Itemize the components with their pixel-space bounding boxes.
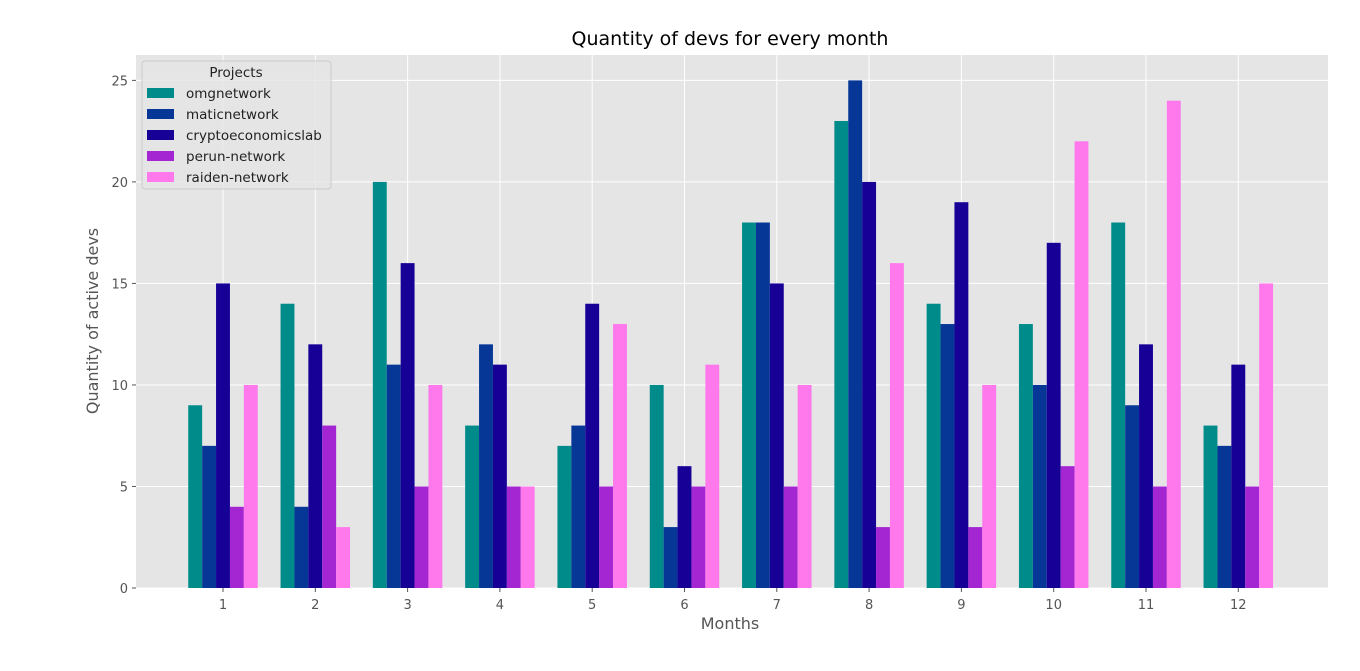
- legend-swatch-maticnetwork: [147, 109, 174, 119]
- x-tick-label: 10: [1045, 598, 1062, 613]
- bar-raiden-network-month-10: [1074, 141, 1089, 589]
- bar-maticnetwork-month-9: [940, 324, 955, 588]
- bar-raiden-network-month-11: [1166, 100, 1181, 588]
- legend-items: omgnetwork maticnetwork cryptoeconomicslab…: [147, 86, 322, 186]
- bar-maticnetwork-month-4: [479, 344, 493, 588]
- bar-perun-network-month-5: [599, 486, 614, 588]
- bar-cryptoeconomicslab-month-11: [1139, 344, 1153, 588]
- bar-cryptoeconomicslab-month-12: [1231, 364, 1246, 588]
- bar-omgnetwork-month-9: [926, 303, 941, 588]
- bar-omgnetwork-month-12: [1203, 425, 1218, 588]
- bar-omgnetwork-month-2: [280, 303, 295, 588]
- bar-cryptoeconomicslab-month-7: [769, 283, 784, 588]
- bar-raiden-network-month-12: [1259, 283, 1274, 588]
- bar-maticnetwork-month-8: [848, 80, 863, 588]
- x-tick-label: 11: [1138, 598, 1155, 613]
- bar-perun-network-month-11: [1152, 486, 1167, 588]
- bar-perun-network-month-4: [506, 486, 521, 588]
- y-tick-labels: 0 5 10 15 20 25: [111, 74, 136, 597]
- bar-raiden-network-month-7: [797, 384, 812, 588]
- bar-maticnetwork-month-10: [1032, 384, 1047, 588]
- legend-label-perun-network: perun-network: [186, 149, 285, 165]
- bar-omgnetwork-month-3: [372, 181, 387, 588]
- legend-swatch-omgnetwork: [147, 88, 174, 98]
- bar-cryptoeconomicslab-month-9: [954, 202, 969, 588]
- bar-raiden-network-month-8: [889, 263, 904, 588]
- bar-raiden-network-month-5: [613, 324, 627, 588]
- bar-perun-network-month-6: [691, 486, 706, 588]
- legend-title: Projects: [209, 65, 262, 81]
- bar-perun-network-month-8: [876, 527, 890, 588]
- legend-swatch-cryptoeconomicslab: [147, 130, 174, 140]
- x-tick-label: 7: [773, 598, 781, 613]
- bar-omgnetwork-month-6: [649, 384, 664, 588]
- y-tick-label: 25: [111, 74, 128, 89]
- bar-maticnetwork-month-5: [571, 425, 586, 588]
- bar-omgnetwork-month-8: [834, 120, 849, 588]
- legend-box: [141, 60, 332, 190]
- bar-raiden-network-month-9: [982, 384, 997, 588]
- bar-perun-network-month-3: [414, 486, 429, 588]
- bar-perun-network-month-7: [783, 486, 798, 588]
- bar-perun-network-month-10: [1060, 466, 1075, 588]
- bar-cryptoeconomicslab-month-10: [1046, 242, 1061, 589]
- bars: [188, 80, 1274, 589]
- bar-omgnetwork-month-5: [557, 445, 572, 588]
- x-tick-label: 9: [957, 598, 965, 613]
- x-tick-label: 8: [865, 598, 873, 613]
- bar-omgnetwork-month-7: [742, 222, 756, 588]
- bar-omgnetwork-month-10: [1018, 324, 1033, 588]
- bar-perun-network-month-12: [1245, 486, 1260, 588]
- bar-cryptoeconomicslab-month-5: [585, 303, 600, 588]
- bar-maticnetwork-month-7: [755, 222, 770, 588]
- y-tick-label: 15: [111, 277, 128, 292]
- bar-cryptoeconomicslab-month-4: [492, 364, 507, 588]
- y-tick-label: 20: [111, 176, 128, 191]
- bar-cryptoeconomicslab-month-3: [400, 263, 415, 588]
- legend-label-omgnetwork: omgnetwork: [186, 86, 271, 102]
- bar-maticnetwork-month-6: [663, 527, 678, 588]
- y-axis-label: Quantity of active devs: [83, 228, 102, 414]
- bar-raiden-network-month-6: [705, 364, 720, 588]
- bar-maticnetwork-month-12: [1217, 445, 1232, 588]
- legend-swatch-perun-network: [147, 151, 174, 161]
- x-tick-label: 3: [403, 598, 411, 613]
- legend-label-maticnetwork: maticnetwork: [186, 107, 279, 123]
- x-tick-label: 12: [1230, 598, 1247, 613]
- bar-maticnetwork-month-11: [1125, 405, 1140, 588]
- bar-maticnetwork-month-3: [386, 364, 401, 588]
- x-tick-label: 5: [588, 598, 596, 613]
- bar-cryptoeconomicslab-month-6: [677, 466, 692, 588]
- bar-omgnetwork-month-11: [1111, 222, 1126, 588]
- bar-raiden-network-month-2: [336, 527, 351, 588]
- bar-raiden-network-month-3: [428, 384, 443, 588]
- bar-perun-network-month-2: [322, 425, 337, 588]
- x-tick-label: 6: [680, 598, 688, 613]
- bar-omgnetwork-month-1: [188, 405, 203, 588]
- bar-omgnetwork-month-4: [465, 425, 480, 588]
- legend-swatch-raiden-network: [147, 172, 174, 182]
- x-tick-label: 4: [496, 598, 504, 613]
- y-tick-label: 0: [120, 582, 128, 597]
- x-tick-label: 1: [219, 598, 227, 613]
- legend-label-raiden-network: raiden-network: [186, 170, 289, 186]
- bar-perun-network-month-1: [229, 506, 244, 588]
- bar-cryptoeconomicslab-month-1: [216, 283, 230, 588]
- bar-maticnetwork-month-2: [294, 506, 309, 588]
- bar-raiden-network-month-4: [520, 486, 535, 588]
- bar-raiden-network-month-1: [243, 384, 258, 588]
- y-tick-label: 5: [120, 480, 128, 495]
- bar-cryptoeconomicslab-month-2: [308, 344, 323, 588]
- x-axis-label: Months: [701, 614, 759, 633]
- legend: Projects omgnetwork maticnetwork cryptoeco…: [141, 60, 332, 190]
- y-tick-label: 10: [111, 379, 128, 394]
- chart-title: Quantity of devs for every month: [572, 28, 889, 50]
- bar-cryptoeconomicslab-month-8: [862, 181, 877, 588]
- bar-maticnetwork-month-1: [202, 445, 217, 588]
- x-tick-labels: 1 2 3 4 5 6 7 8 9 10 11 12: [219, 588, 1247, 613]
- bar-perun-network-month-9: [968, 527, 983, 588]
- legend-label-cryptoeconomicslab: cryptoeconomicslab: [186, 128, 322, 144]
- x-tick-label: 2: [311, 598, 319, 613]
